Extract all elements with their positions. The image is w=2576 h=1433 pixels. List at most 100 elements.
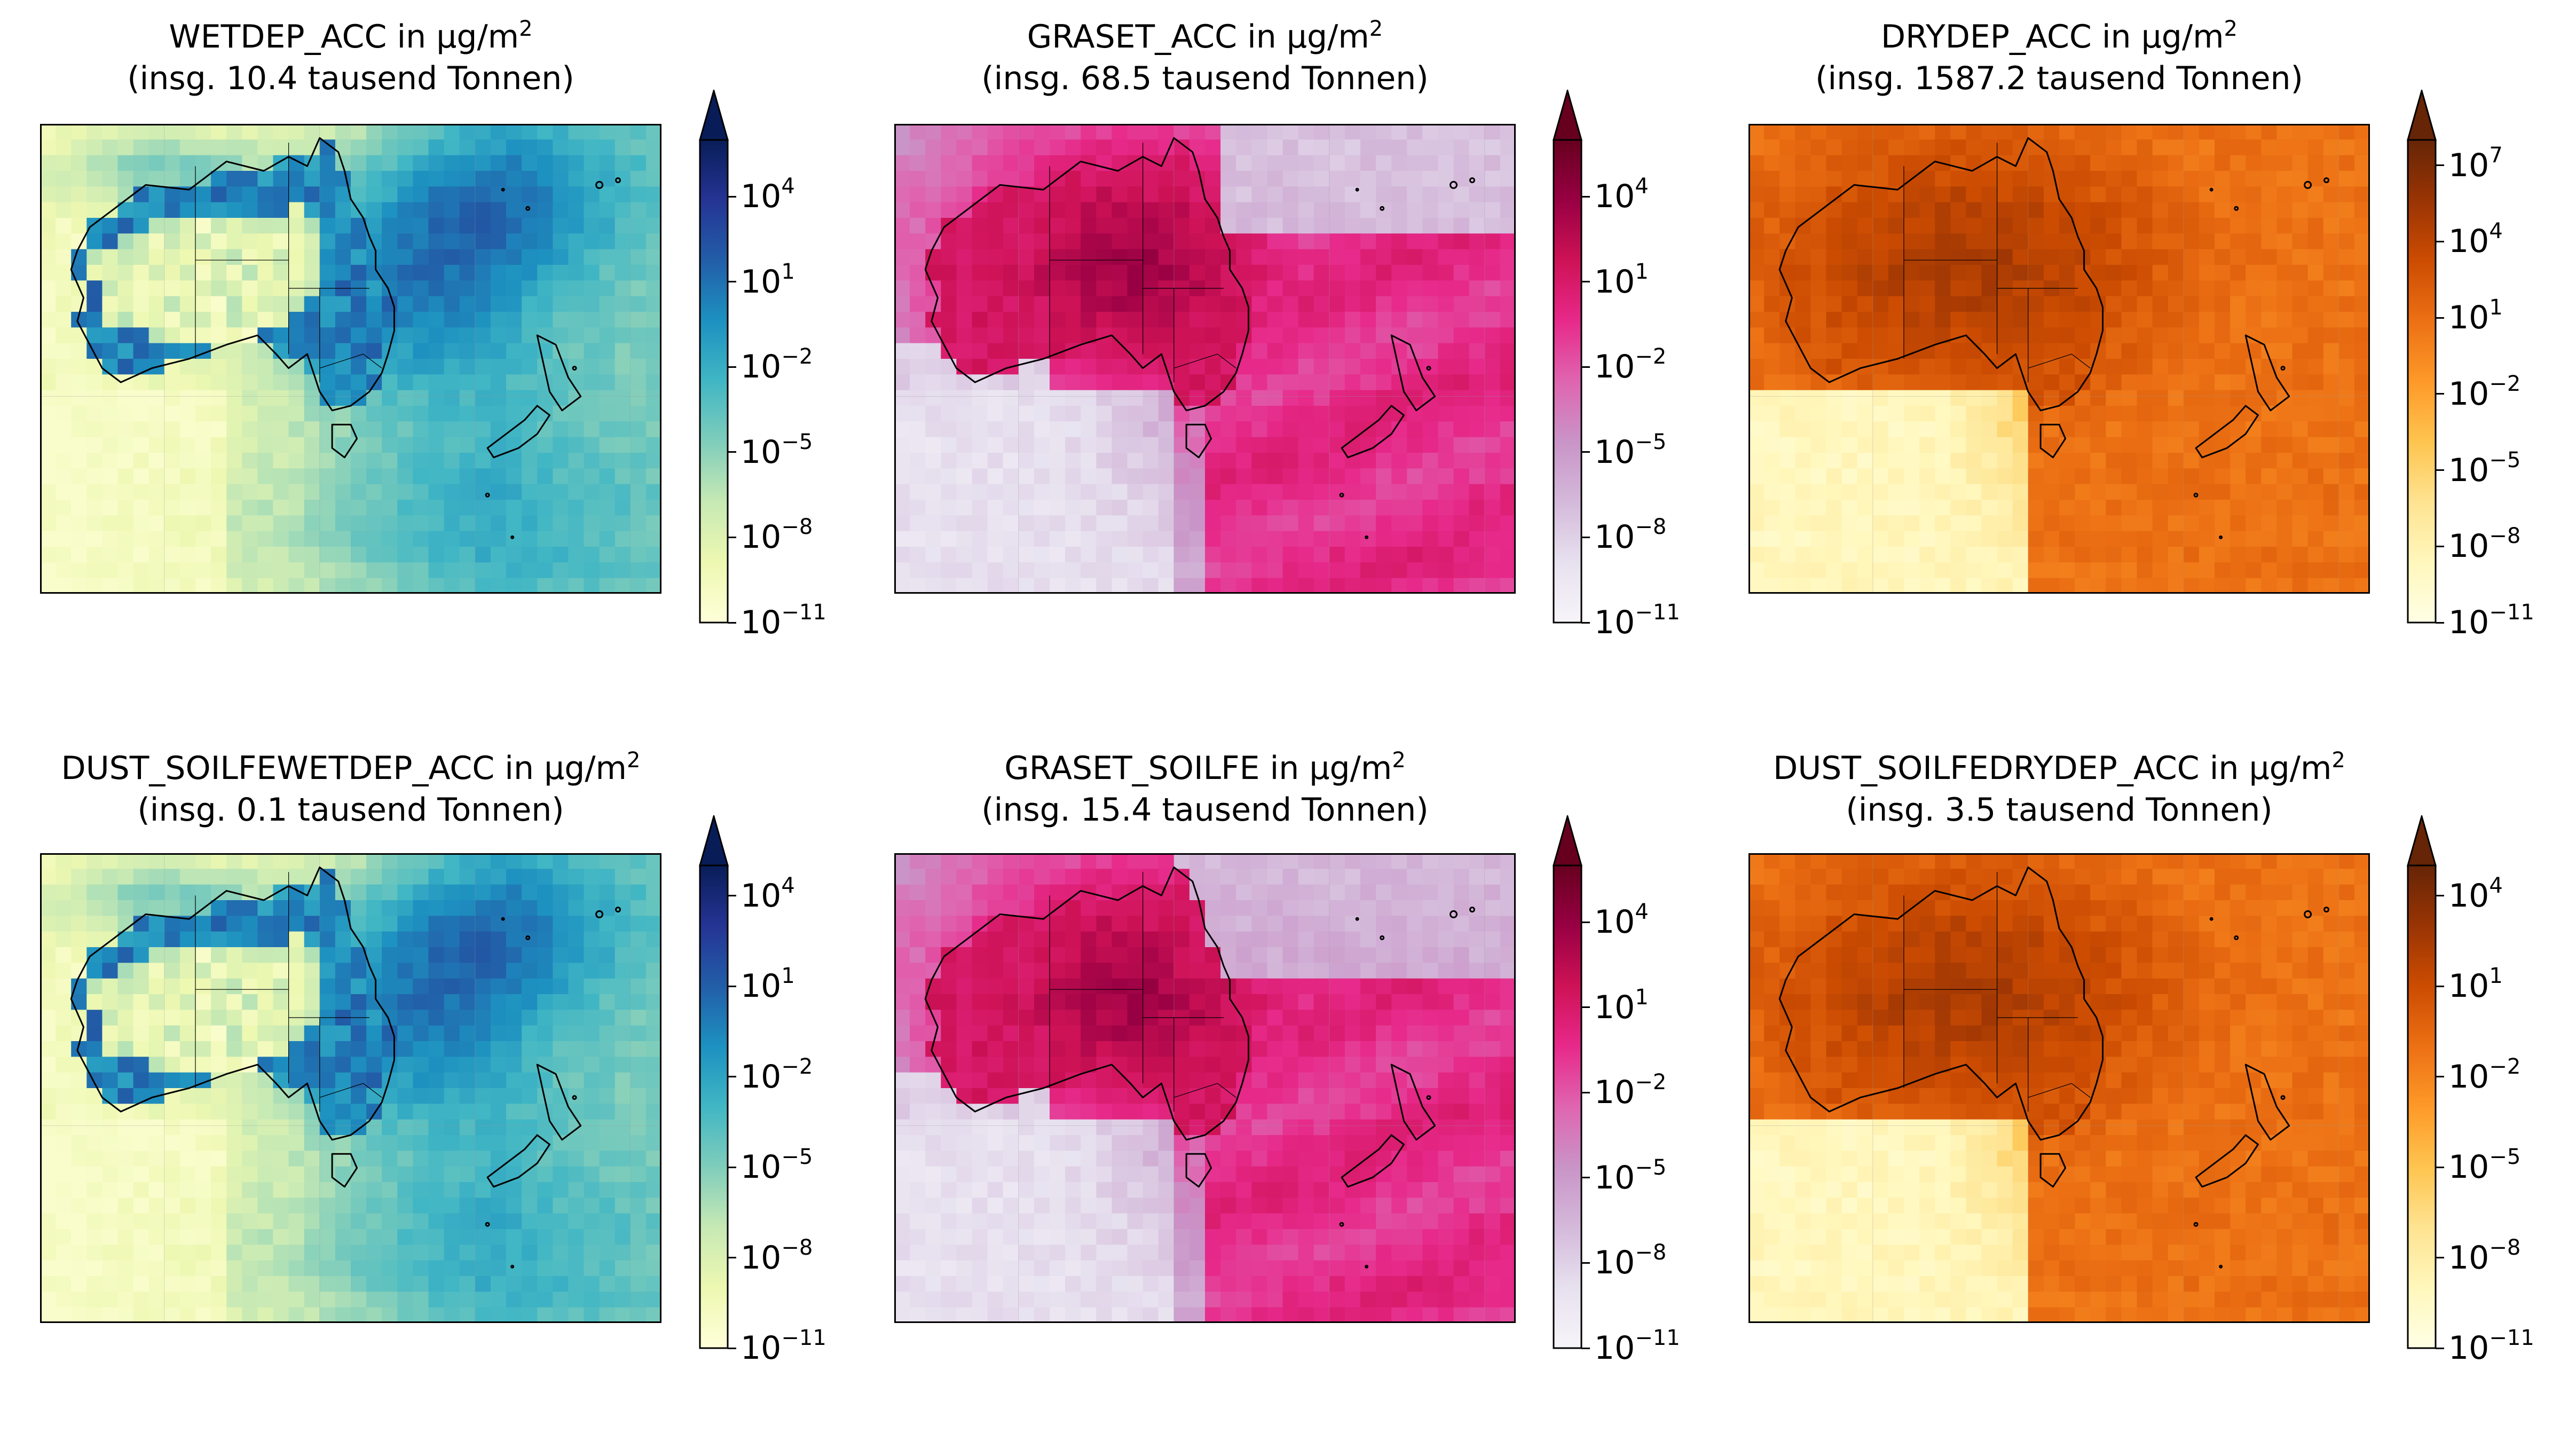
heatmap-cell — [1469, 468, 1485, 485]
heatmap-cell — [1236, 500, 1252, 516]
heatmap-cell — [1081, 359, 1097, 375]
heatmap-cell — [102, 963, 119, 979]
heatmap-cell — [335, 578, 351, 594]
heatmap-cell — [211, 853, 227, 869]
map-frame — [40, 853, 661, 1323]
heatmap-cell — [568, 249, 585, 265]
heatmap-cell — [56, 468, 72, 485]
heatmap-cell — [1422, 562, 1439, 579]
heatmap-cell — [1298, 468, 1314, 485]
heatmap-cell — [941, 155, 957, 171]
heatmap-cell — [1950, 233, 1966, 250]
heatmap-cell — [925, 453, 941, 469]
heatmap-cell — [599, 421, 616, 438]
heatmap-cell — [599, 916, 616, 932]
heatmap-cell — [941, 468, 957, 485]
heatmap-cell — [506, 994, 522, 1010]
heatmap-cell — [1143, 437, 1159, 453]
heatmap-cell — [972, 124, 988, 140]
heatmap-cell — [459, 453, 476, 469]
heatmap-cell — [1018, 249, 1035, 265]
heatmap-cell — [630, 900, 647, 916]
heatmap-cell — [1003, 406, 1019, 422]
heatmap-cell — [615, 853, 631, 869]
heatmap-cell — [179, 390, 196, 406]
heatmap-cell — [2090, 515, 2106, 532]
heatmap-cell — [645, 374, 662, 391]
heatmap-cell — [1298, 312, 1314, 328]
heatmap-cell — [1158, 468, 1175, 485]
heatmap-cell — [40, 531, 56, 547]
heatmap-cell — [428, 327, 445, 344]
heatmap-cell — [288, 1041, 305, 1057]
heatmap-cell — [956, 390, 973, 406]
heatmap-cell — [71, 869, 87, 885]
heatmap-cell — [2276, 500, 2293, 516]
heatmap-cell — [645, 1041, 662, 1057]
heatmap-cell — [335, 1057, 351, 1073]
heatmap-cell — [987, 453, 1004, 469]
heatmap-cell — [1220, 406, 1236, 422]
heatmap-cell — [1360, 265, 1376, 281]
heatmap-cell — [459, 500, 476, 516]
heatmap-cell — [242, 853, 258, 869]
heatmap-cell — [304, 1213, 320, 1230]
heatmap-cell — [1810, 124, 1827, 140]
heatmap-cell — [459, 1151, 476, 1167]
heatmap-cell — [459, 1025, 476, 1042]
heatmap-cell — [226, 1010, 242, 1026]
heatmap-cell — [257, 265, 274, 281]
heatmap-cell — [1981, 249, 1998, 265]
heatmap-cell — [1872, 249, 1889, 265]
heatmap-cell — [1205, 124, 1221, 140]
heatmap-cell — [1298, 374, 1314, 391]
heatmap-cell — [1081, 531, 1097, 547]
heatmap-cell — [2137, 186, 2153, 203]
heatmap-cell — [553, 900, 569, 916]
heatmap-cell — [1143, 547, 1159, 563]
heatmap-cell — [2292, 531, 2309, 547]
heatmap-cell — [382, 186, 398, 203]
heatmap-cell — [1950, 139, 1966, 156]
heatmap-cell — [2090, 249, 2106, 265]
heatmap-cell — [397, 249, 413, 265]
heatmap-cell — [475, 390, 491, 406]
heatmap-cell — [397, 484, 413, 500]
heatmap-cell — [40, 1135, 56, 1151]
heatmap-cell — [894, 296, 910, 312]
heatmap-cell — [506, 155, 522, 171]
heatmap-cell — [164, 500, 180, 516]
heatmap-cell — [102, 531, 119, 547]
heatmap-cell — [615, 1198, 631, 1214]
heatmap-cell — [941, 500, 957, 516]
heatmap-cell — [71, 1025, 87, 1042]
heatmap-cell — [553, 531, 569, 547]
heatmap-cell — [1236, 484, 1252, 500]
heatmap-cell — [226, 1260, 242, 1277]
heatmap-cell — [2137, 578, 2153, 594]
heatmap-cell — [428, 1088, 445, 1104]
heatmap-cell — [133, 1104, 149, 1120]
heatmap-cell — [2090, 171, 2106, 187]
heatmap-cell — [459, 562, 476, 579]
heatmap-cell — [428, 1151, 445, 1167]
heatmap-cell — [1407, 390, 1423, 406]
heatmap-cell — [630, 1088, 647, 1104]
heatmap-cell — [397, 1245, 413, 1261]
heatmap-cell — [1298, 202, 1314, 218]
heatmap-cell — [164, 390, 180, 406]
heatmap-cell — [1065, 296, 1081, 312]
heatmap-cell — [1065, 578, 1081, 594]
heatmap-cell — [568, 1010, 585, 1026]
heatmap-cell — [40, 1119, 56, 1136]
heatmap-cell — [382, 884, 398, 901]
heatmap-cell — [894, 249, 910, 265]
heatmap-cell — [1158, 155, 1175, 171]
heatmap-cell — [1344, 468, 1361, 485]
heatmap-cell — [428, 978, 445, 995]
heatmap-cell — [475, 1198, 491, 1214]
heatmap-cell — [211, 1213, 227, 1230]
heatmap-cell — [2338, 484, 2355, 500]
heatmap-cell — [319, 484, 336, 500]
heatmap-cell — [1950, 406, 1966, 422]
